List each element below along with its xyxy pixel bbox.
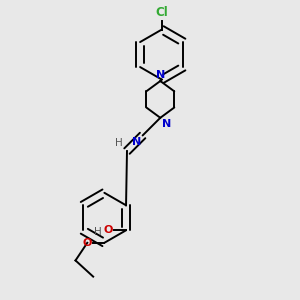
Text: O: O [103, 225, 113, 235]
Text: H: H [115, 138, 123, 148]
Text: N: N [132, 137, 141, 147]
Text: H: H [94, 227, 102, 237]
Text: Cl: Cl [155, 6, 168, 19]
Text: N: N [162, 119, 171, 129]
Text: N: N [156, 70, 165, 80]
Text: O: O [83, 238, 92, 248]
